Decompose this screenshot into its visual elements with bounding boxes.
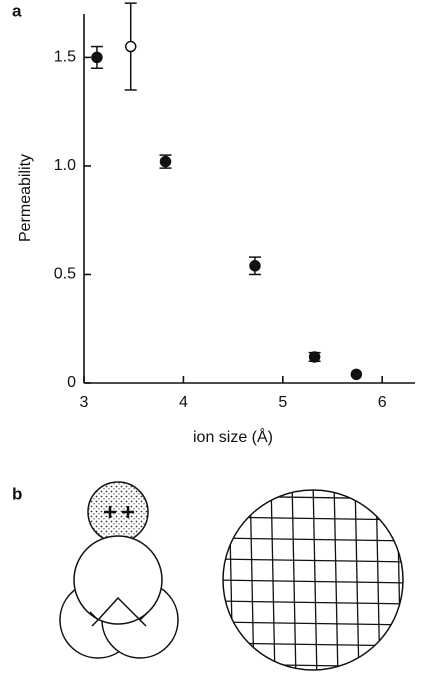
x-tick-label: 6 (378, 394, 387, 411)
pore-grid (223, 490, 403, 670)
grid-line (223, 516, 403, 521)
y-axis-label: Permeability (17, 154, 34, 242)
data-point (124, 40, 137, 53)
grid-line (228, 490, 234, 670)
grid-line (375, 490, 381, 670)
panel-label: b (12, 484, 22, 503)
data-point (350, 368, 363, 381)
grid-line (270, 490, 276, 670)
bonds (89, 596, 149, 627)
grid-line (223, 621, 403, 626)
y-tick-label: 1.5 (54, 49, 76, 66)
x-tick-label: 3 (80, 394, 89, 411)
ion-diagram (59, 481, 404, 671)
grid-line (223, 600, 403, 605)
x-tick-label: 5 (278, 394, 287, 411)
grid-line (333, 490, 339, 670)
grid-line (396, 490, 402, 670)
grid-line (223, 663, 403, 668)
ring (73, 535, 163, 625)
grid-line (223, 537, 403, 542)
x-axis-label: ion size (Å) (193, 427, 273, 446)
grid-line (223, 558, 403, 563)
y-tick-label: 0.5 (54, 266, 76, 283)
y-tick-label: 1.0 (54, 157, 76, 174)
grid-line (312, 490, 318, 670)
panel-label: a (12, 1, 22, 20)
data-point (159, 155, 172, 168)
grid-line (354, 490, 360, 670)
data-point (91, 51, 103, 64)
y-tick-label: 0 (67, 374, 76, 391)
data-point (308, 351, 321, 363)
ion (87, 481, 149, 543)
grid-line (223, 642, 403, 647)
grid-line (223, 579, 403, 584)
charge (104, 506, 134, 518)
grid-line (291, 490, 297, 670)
x-tick-label: 4 (179, 394, 188, 411)
data-point (249, 260, 261, 272)
